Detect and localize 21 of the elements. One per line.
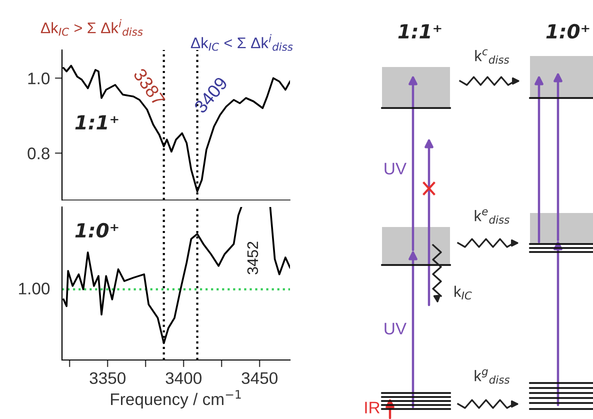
x-tick-label: 3400 — [166, 372, 202, 384]
annotation: 1:0⁺ — [75, 222, 118, 238]
text: UV — [384, 322, 407, 334]
x-tick-label: 3450 — [242, 372, 278, 384]
y-tick-label: 0.8 — [28, 148, 50, 160]
annotation: Δk$_{IC}$ < Σ Δk$^{i}$$_{diss}$ — [190, 34, 293, 51]
text: IR — [365, 402, 380, 414]
text: Δk$_{IC}$ > Σ Δk$^{i}$$_{diss}$ — [40, 19, 143, 36]
text: k$^{e}$$_{diss}$ — [474, 209, 510, 224]
text: 1:1⁺ — [398, 24, 442, 38]
annotation: 1:1⁺ — [75, 115, 118, 130]
text: 1.00 — [19, 282, 50, 294]
text: k$^{c}$$_{diss}$ — [475, 49, 510, 64]
x-tick-label: 3350 — [90, 372, 126, 384]
text: k$_{IC}$ — [454, 286, 472, 300]
annotation: 3452 — [247, 242, 258, 274]
text: UV — [384, 162, 407, 174]
y-tick-label: 1.0 — [28, 72, 50, 84]
text: k$^{g}$$_{diss}$ — [474, 369, 510, 384]
text: 1:0⁺ — [546, 24, 590, 39]
x-axis-title: Frequency / cm$^{−1}$ — [111, 390, 241, 408]
